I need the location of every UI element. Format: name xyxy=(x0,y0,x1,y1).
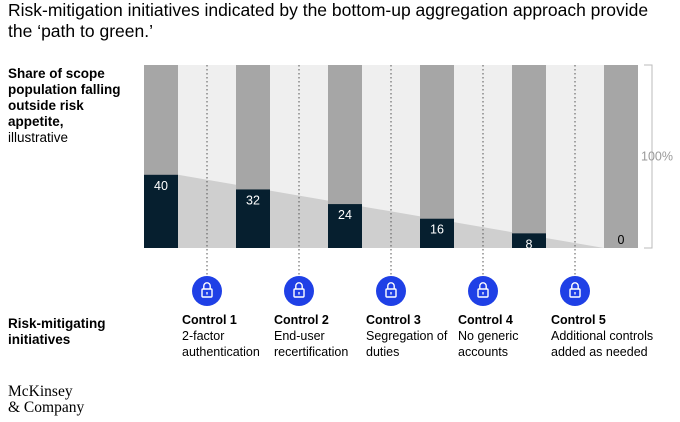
y-axis-label-regular: illustrative xyxy=(8,130,69,145)
bar-background xyxy=(604,65,638,248)
bar-value xyxy=(236,189,270,248)
mckinsey-logo: McKinsey & Company xyxy=(8,384,84,416)
chart-title: Risk-mitigation initiatives indicated by… xyxy=(8,0,649,41)
y-axis-label-bold: Share of scope population falling outsid… xyxy=(8,66,121,129)
lock-icon-body xyxy=(385,288,397,298)
control-description: Additional controls added as needed xyxy=(551,329,654,359)
bar-value xyxy=(328,204,362,248)
bar-value xyxy=(420,218,454,248)
lock-icon-body xyxy=(293,288,305,298)
logo-line-1: McKinsey xyxy=(8,383,73,400)
control-name: Control 2 xyxy=(274,313,329,327)
control-4: Control 4 No generic accounts xyxy=(458,312,538,360)
lock-icon-shackle xyxy=(479,282,487,289)
lock-icon-shackle xyxy=(295,282,303,289)
lock-icon-body xyxy=(201,288,213,298)
bar-data-label: 24 xyxy=(338,208,352,222)
lock-icon xyxy=(376,276,406,306)
bar-data-label: 0 xyxy=(618,233,625,247)
control-description: End-user recertification xyxy=(274,329,349,359)
bar-value xyxy=(512,233,546,248)
control-1: Control 1 2-factor authentication xyxy=(182,312,302,360)
initiatives-label: Risk-mitigating initiatives xyxy=(8,316,106,347)
lock-icon xyxy=(468,276,498,306)
lock-icon-body xyxy=(477,288,489,298)
bar-background xyxy=(420,65,454,248)
control-5: Control 5 Additional controls added as n… xyxy=(551,312,661,360)
bar-data-label: 16 xyxy=(430,223,444,237)
control-2: Control 2 End-user recertification xyxy=(274,312,394,360)
logo-line-2: & Company xyxy=(8,399,85,416)
control-name: Control 3 xyxy=(366,313,421,327)
control-name: Control 4 xyxy=(458,313,513,327)
bar-data-label: 32 xyxy=(246,193,260,207)
lock-icon-shackle xyxy=(203,282,211,289)
reduction-wedge xyxy=(178,174,604,248)
lock-icon-body xyxy=(569,288,581,298)
control-description: 2-factor authentication xyxy=(182,329,260,359)
waterfall-chart: 40 32 24 16 8 0 100% xyxy=(144,64,673,306)
lock-icon-shackle xyxy=(571,282,579,289)
control-description: No generic accounts xyxy=(458,329,519,359)
lock-icon xyxy=(560,276,590,306)
control-name: Control 1 xyxy=(182,313,237,327)
control-3: Control 3 Segregation of duties xyxy=(366,312,456,360)
lock-icon-shackle xyxy=(387,282,395,289)
control-description: Segregation of duties xyxy=(366,329,448,359)
control-name: Control 5 xyxy=(551,313,606,327)
lock-icon xyxy=(192,276,222,306)
y-axis-label: Share of scope population falling outsid… xyxy=(8,66,138,146)
bar-background xyxy=(512,65,546,248)
hundred-percent-label: 100% xyxy=(641,150,673,164)
bar-data-label: 8 xyxy=(526,237,533,251)
hundred-percent-bracket xyxy=(644,64,653,249)
bar-data-label: 40 xyxy=(154,179,168,193)
bar-value xyxy=(144,174,178,248)
lock-icon xyxy=(284,276,314,306)
